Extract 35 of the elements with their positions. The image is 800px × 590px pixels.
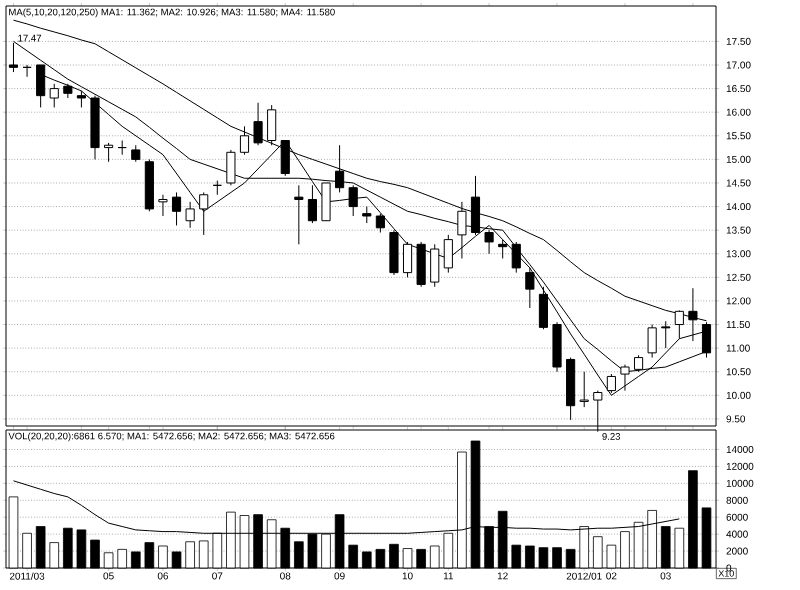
candlestick [185, 201, 195, 229]
candlestick [171, 191, 182, 226]
candlestick [199, 191, 209, 236]
candlestick [321, 182, 331, 222]
candlestick [470, 175, 481, 236]
candlestick [498, 239, 508, 259]
candlestick [443, 234, 453, 274]
candlestick [538, 286, 549, 330]
candlestick [253, 102, 263, 146]
candlestick [307, 184, 317, 224]
candlestick [280, 140, 290, 177]
candlestick [294, 184, 304, 245]
candlestick [525, 267, 535, 309]
candlestick [552, 321, 562, 373]
candlestick [402, 241, 413, 278]
candlestick [375, 213, 385, 234]
candlestick [484, 229, 494, 255]
candlestick [647, 324, 657, 359]
candlestick [104, 142, 114, 163]
candlestick [511, 241, 521, 274]
candlestick [457, 201, 467, 259]
candlestick [416, 241, 426, 288]
candlestick [239, 125, 250, 156]
candlestick [389, 229, 399, 276]
candlestick [158, 194, 168, 217]
candlestick [49, 83, 59, 108]
candlestick [144, 158, 154, 212]
candlestick [579, 371, 589, 408]
candlestick [348, 184, 358, 217]
candlestick [566, 357, 576, 421]
candlestick [335, 144, 345, 193]
candlestick [226, 149, 236, 186]
candlestick [267, 104, 277, 146]
candlestick [430, 243, 440, 288]
candlestick [661, 320, 671, 349]
